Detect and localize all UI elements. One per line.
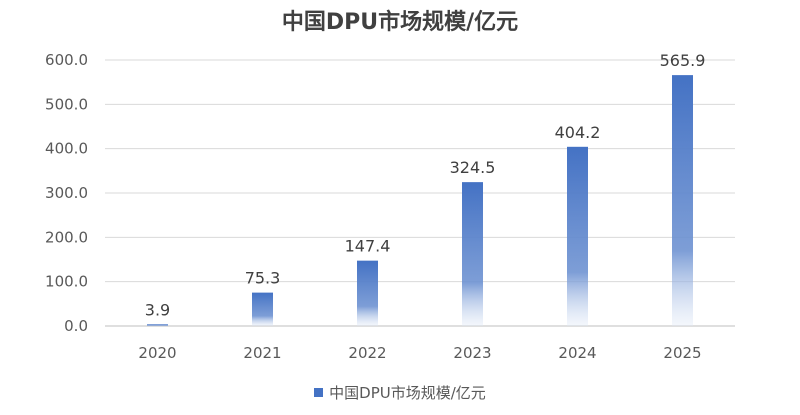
y-tick-label: 400.0 <box>45 140 88 158</box>
y-tick-label: 500.0 <box>45 95 88 113</box>
x-tick-label: 2021 <box>243 344 281 362</box>
x-tick-label: 2024 <box>558 344 596 362</box>
legend-label: 中国DPU市场规模/亿元 <box>329 384 486 402</box>
x-tick-label: 2025 <box>663 344 701 362</box>
bar <box>462 182 483 326</box>
bar <box>672 75 693 326</box>
y-tick-label: 300.0 <box>45 184 88 202</box>
y-tick-label: 200.0 <box>45 228 88 246</box>
data-label: 75.3 <box>245 269 281 288</box>
data-label: 3.9 <box>145 300 170 319</box>
legend-swatch <box>314 388 324 397</box>
gridlines <box>105 59 735 327</box>
bar <box>252 292 273 326</box>
data-label: 324.5 <box>450 158 496 177</box>
data-label: 565.9 <box>660 51 706 70</box>
legend: 中国DPU市场规模/亿元 <box>0 382 800 403</box>
y-tick-label: 0.0 <box>64 317 88 335</box>
y-tick-label: 100.0 <box>45 273 88 291</box>
x-axis-ticks: 2020 2021 2022 2023 2024 2025 <box>138 344 701 362</box>
bars <box>147 75 693 326</box>
y-axis-ticks: 0.0 100.0 200.0 300.0 400.0 500.0 600.0 <box>45 51 88 335</box>
bar <box>147 324 168 326</box>
x-tick-label: 2020 <box>138 344 176 362</box>
bar <box>357 260 378 326</box>
y-tick-label: 600.0 <box>45 51 88 69</box>
data-label: 147.4 <box>345 237 391 256</box>
chart-title: 中国DPU市场规模/亿元 <box>281 10 519 35</box>
data-labels: 3.9 75.3 147.4 324.5 404.2 565.9 <box>145 51 706 319</box>
bar <box>567 146 588 326</box>
x-tick-label: 2022 <box>348 344 386 362</box>
data-label: 404.2 <box>555 123 601 142</box>
x-tick-label: 2023 <box>453 344 491 362</box>
